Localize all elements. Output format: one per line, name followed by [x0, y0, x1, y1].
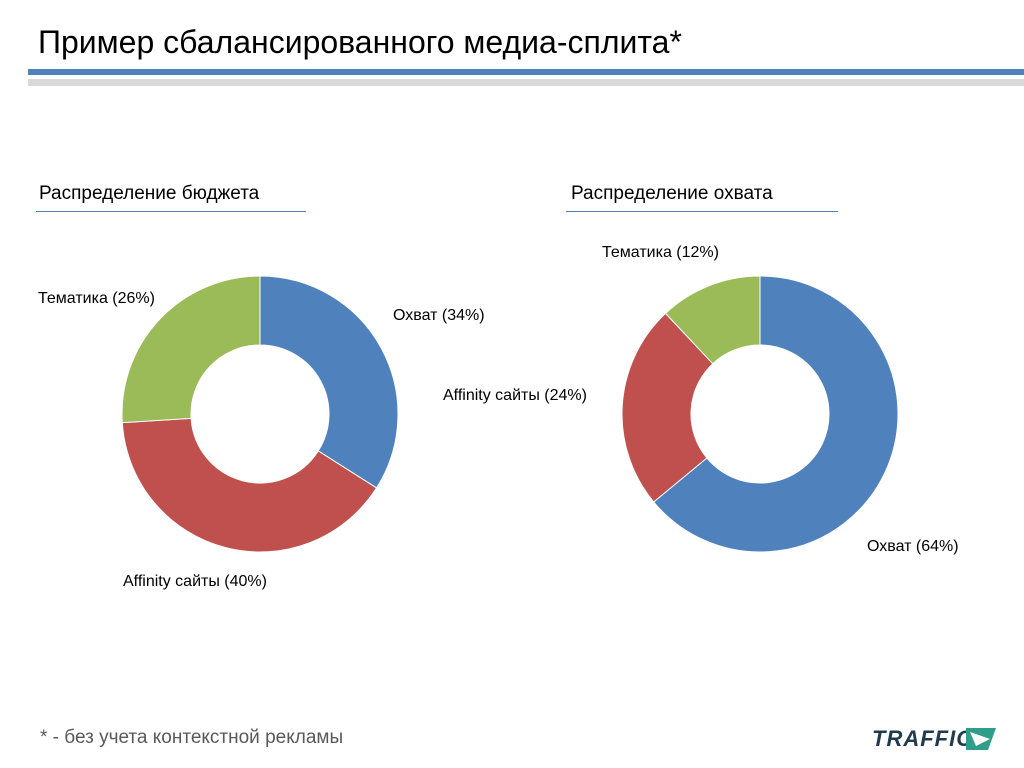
chart-title-budget-underline	[36, 211, 306, 212]
chart-title-reach: Распределение охвата	[571, 183, 773, 204]
chart1-slice-3	[121, 275, 261, 424]
logo-arrow-icon	[966, 728, 996, 750]
chart-title-reach-underline	[566, 211, 838, 212]
title-rule-gray	[28, 79, 1024, 86]
chart2-slice-3-label: Тематика (12%)	[602, 244, 719, 261]
chart1-slice-2	[121, 417, 378, 553]
chart1-slice-1-label: Охват (34%)	[393, 307, 485, 324]
chart1-slice-1	[259, 275, 399, 489]
footnote: * - без учета контекстной рекламы	[40, 727, 344, 748]
chart1-slice-3-label: Тематика (26%)	[38, 290, 155, 307]
title-rule-blue	[28, 69, 1024, 75]
chart1-slice-2-label: Affinity сайты (40%)	[123, 573, 267, 590]
slide-title: Пример сбалансированного медиа-сплита*	[38, 24, 682, 60]
chart2-slice-1	[652, 275, 899, 553]
chart-title-budget: Распределение бюджета	[39, 183, 260, 204]
chart2-slice-2	[621, 312, 714, 503]
chart2-slice-1-label: Охват (64%)	[867, 538, 959, 555]
chart2-slice-3	[664, 275, 761, 365]
logo-text: TRAFFIC	[872, 726, 974, 751]
chart2-slice-2-label: Affinity сайты (24%)	[443, 387, 587, 404]
traffic-logo: TRAFFIC	[872, 724, 998, 754]
